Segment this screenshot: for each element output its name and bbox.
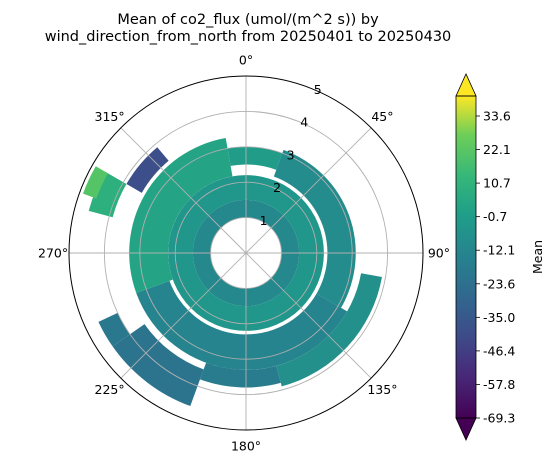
contour-band-7 — [199, 362, 281, 388]
colorbar-tick-label: 22.1 — [483, 142, 511, 157]
colorbar-tick-label: -35.0 — [483, 310, 515, 325]
contour-band-8 — [112, 324, 204, 407]
colorbar-tick-label: -46.4 — [483, 343, 515, 358]
contour-band-9 — [98, 312, 131, 347]
angular-gridline-135 — [245, 252, 372, 379]
radial-tick-label-4: 4 — [300, 115, 308, 130]
angle-tick-label-315: 315° — [95, 109, 125, 124]
colorbar: 33.6 22.1 10.7 -0.7 -12.1 -23.6 -35.0 -46.4 -57.… — [455, 73, 545, 441]
colorbar-tick-label: -0.7 — [483, 209, 507, 224]
contour-band-11 — [88, 171, 127, 218]
polar-frame — [68, 75, 424, 431]
colorbar-tick-label: 10.7 — [483, 176, 511, 191]
angle-tick-label-180: 180° — [231, 438, 261, 453]
colorbar-tick-label: -69.3 — [483, 411, 515, 426]
colorbar-extend-top — [455, 73, 477, 97]
angular-gridline-225 — [120, 252, 247, 379]
contour-band-2 — [227, 146, 283, 170]
contour-band-10 — [126, 147, 169, 193]
contour-band-3 — [273, 149, 356, 308]
chart-title-line2: wind_direction_from_north from 20250401 … — [45, 29, 452, 45]
angle-tick-label-45: 45° — [371, 109, 393, 124]
angle-tick-label-225: 225° — [95, 382, 125, 397]
colorbar-label: Mean — [530, 240, 545, 274]
radial-tick-label-5: 5 — [314, 82, 322, 97]
chart-title-line1: Mean of co2_flux (umol/(m^2 s)) by — [117, 12, 379, 28]
colorbar-body — [456, 96, 476, 418]
angular-gridline-45 — [245, 127, 372, 254]
colorbar-extend-bottom — [455, 417, 477, 441]
grid-layer — [68, 75, 424, 431]
angle-tick-label-135: 135° — [367, 382, 397, 397]
colorbar-tick-label: -23.6 — [483, 276, 515, 291]
radial-tick-label-3: 3 — [287, 147, 295, 162]
radial-tick-label-2: 2 — [273, 180, 281, 195]
data-layer — [83, 137, 382, 407]
angle-tick-label-90: 90° — [428, 246, 450, 261]
contour-band-5 — [129, 137, 233, 293]
colorbar-tick-label: -57.8 — [483, 377, 515, 392]
colorbar-tick-label: -12.1 — [483, 243, 515, 258]
contour-band-6 — [276, 273, 382, 387]
angle-tick-label-270: 270° — [38, 246, 68, 261]
colorbar-tick-label: 33.6 — [483, 109, 511, 124]
angle-tick-label-0: 0° — [239, 53, 253, 68]
contour-band-12 — [83, 166, 109, 199]
tick-layer: 0° 45° 90° 135° 180° 225° 270° 315° 1 2 3 4 5 — [38, 53, 450, 454]
radial-tick-label-1: 1 — [260, 213, 268, 228]
angular-gridline-315 — [120, 127, 247, 254]
